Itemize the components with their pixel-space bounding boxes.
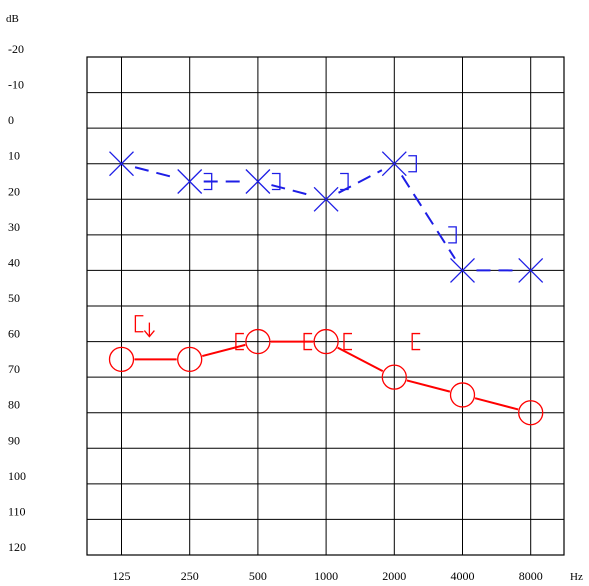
- x-marker-stroke: [450, 257, 475, 283]
- circle-marker: [313, 328, 339, 355]
- bracket-right-marker: [448, 226, 457, 244]
- down-arrow-annotation: [143, 322, 155, 338]
- x-marker: [381, 151, 407, 177]
- x-marker-stroke: [245, 169, 271, 194]
- x-tick-label: 8000: [519, 569, 543, 583]
- circle-marker: [245, 328, 271, 355]
- y-axis-unit-label: dB: [6, 13, 19, 25]
- series-line-segment: [406, 379, 451, 393]
- y-tick-label: 30: [8, 220, 20, 234]
- x-marker: [518, 257, 544, 283]
- bracket-right-marker: [408, 155, 417, 173]
- x-tick-label: 1000: [314, 569, 338, 583]
- circle-marker: [108, 346, 135, 373]
- x-tick-label: 4000: [451, 569, 475, 583]
- bracket-right-marker: [271, 172, 281, 191]
- x-axis-unit-label: Hz: [570, 571, 583, 583]
- x-marker: [450, 257, 475, 283]
- circle-marker: [177, 346, 203, 373]
- series-line-segment: [271, 184, 313, 197]
- x-tick-label: 2000: [382, 569, 406, 583]
- y-tick-label: 90: [8, 433, 20, 447]
- circle-marker: [449, 382, 476, 408]
- bracket-left-marker: [134, 315, 144, 333]
- y-tick-label: -10: [8, 78, 24, 92]
- series-3: [134, 315, 421, 351]
- grid-lines: [87, 57, 564, 555]
- bracket-right-marker: [203, 172, 213, 191]
- series-0: [109, 151, 544, 283]
- y-tick-label: 10: [8, 149, 20, 163]
- series-2: [203, 155, 457, 244]
- x-tick-label: 250: [181, 569, 199, 583]
- x-marker: [177, 169, 203, 194]
- series-line-segment: [202, 343, 246, 358]
- y-tick-label: -20: [8, 42, 24, 56]
- x-marker-stroke: [381, 151, 407, 177]
- x-marker: [313, 186, 339, 212]
- series-line-segment: [400, 174, 456, 260]
- x-marker-stroke: [177, 169, 203, 194]
- circle-marker: [518, 400, 544, 426]
- x-marker-stroke: [313, 186, 339, 212]
- x-marker: [245, 169, 271, 194]
- y-tick-label: 40: [8, 255, 20, 269]
- y-tick-label: 50: [8, 291, 20, 305]
- y-tick-label: 70: [8, 362, 20, 376]
- x-marker: [109, 151, 134, 177]
- y-tick-label: 120: [8, 540, 26, 554]
- bracket-left-marker: [411, 332, 421, 351]
- arrow-head: [143, 330, 155, 338]
- bracket-left-marker: [343, 332, 352, 351]
- y-tick-label: 0: [8, 113, 14, 127]
- bracket-right-marker: [340, 172, 349, 191]
- series-line-segment: [134, 166, 177, 179]
- series-1: [108, 328, 544, 426]
- y-tick-label: 80: [8, 398, 20, 412]
- x-tick-label: 125: [113, 569, 131, 583]
- y-tick-label: 60: [8, 327, 20, 341]
- bracket-left-marker: [235, 332, 244, 351]
- bracket-left-marker: [303, 332, 313, 351]
- x-tick-labels: 125 250 500 1000 2000 4000 8000: [113, 569, 543, 583]
- series-line-segment: [337, 346, 384, 373]
- x-marker-stroke: [109, 151, 134, 177]
- x-marker-stroke: [518, 257, 544, 283]
- y-tick-label: 110: [8, 504, 26, 518]
- circle-marker: [381, 364, 407, 390]
- y-tick-labels: -20 -10 0 10 20 30 40 50 60 70 80 90 100 110 120: [8, 42, 26, 554]
- y-tick-label: 100: [8, 469, 26, 483]
- series-layer: [108, 151, 544, 426]
- x-tick-label: 500: [249, 569, 267, 583]
- y-tick-label: 20: [8, 184, 20, 198]
- series-line-segment: [474, 397, 519, 411]
